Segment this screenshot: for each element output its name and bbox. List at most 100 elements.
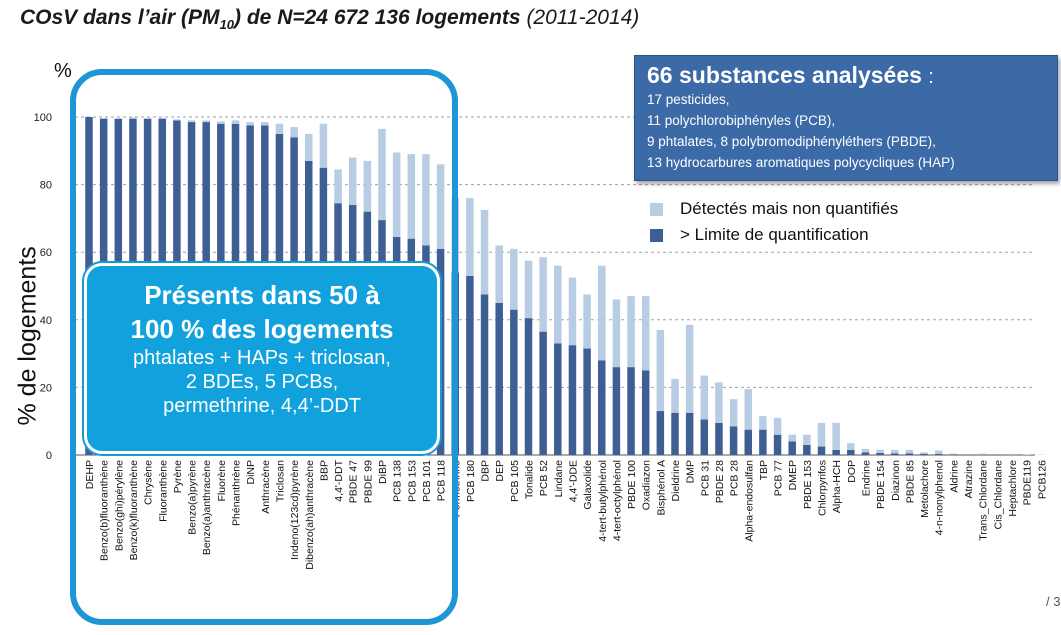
bar-detected [759, 416, 767, 430]
info-line: 11 polychlorobiphényles (PCB), [647, 113, 836, 128]
bar-detected [964, 453, 972, 455]
info-heading: 66 substances analysées : [647, 62, 1045, 89]
bar-detected [392, 152, 401, 237]
title-rest: ) de N=24 672 136 logements [234, 6, 521, 29]
y-tick-label: 40 [40, 315, 52, 327]
bar-quantified [847, 449, 855, 455]
bar-detected [729, 399, 738, 427]
bar-quantified [832, 449, 840, 455]
bar-detected [158, 118, 166, 119]
x-tick-label: PBDE 85 [904, 460, 916, 503]
bar-detected [187, 120, 196, 123]
bar-detected [949, 453, 958, 455]
x-tick-label: DEP [494, 460, 506, 482]
x-tick-label: Metolachore [919, 460, 931, 518]
x-tick-label: TBP [758, 460, 770, 480]
bar-detected [891, 449, 899, 454]
x-tick-label: Alpha-endosulfan [743, 460, 755, 542]
x-tick-label: 4,4'-DDE [567, 460, 579, 502]
bar-quantified [627, 367, 635, 455]
bar-quantified [598, 360, 606, 455]
x-tick-label: PBDE 99 [362, 460, 374, 503]
bar-quantified [656, 411, 665, 455]
y-axis-label: % de logements [13, 246, 42, 426]
y-tick-label: 100 [34, 112, 52, 124]
x-tick-label: Benzo(k)fluoranthène [128, 460, 140, 561]
x-tick-label: Dibenzo(ah)anthracène [304, 460, 316, 570]
bar-detected [685, 324, 694, 413]
bar-detected [832, 422, 840, 450]
bar-quantified [480, 294, 489, 455]
x-tick-label: DOP [846, 460, 858, 483]
legend: Détectés mais non quantifiés > Limite de… [650, 196, 898, 248]
bar-quantified [495, 302, 503, 455]
bar-quantified [759, 429, 767, 455]
bar-quantified [671, 412, 679, 455]
bar-detected [510, 248, 518, 310]
bar-detected [656, 329, 665, 412]
x-tick-label: Cis_Chlordane [992, 460, 1004, 530]
x-tick-label: PCB 101 [421, 460, 433, 502]
x-tick-label: DMP [685, 460, 697, 483]
x-tick-label: Tonalide [524, 460, 536, 499]
bar-detected [480, 209, 489, 295]
bar-detected [817, 422, 826, 447]
page-number: / 3 [1046, 594, 1061, 609]
info-line: 13 hydrocarbures aromatiques polycycliqu… [647, 155, 955, 170]
bar-quantified [891, 453, 899, 455]
x-tick-label: Diazinon [890, 460, 902, 501]
x-tick-label: PBDE 47 [348, 460, 360, 503]
x-tick-label: Heptachlore [1007, 460, 1019, 517]
bar-detected [231, 120, 240, 124]
bar-detected [202, 120, 210, 123]
bar-detected [934, 450, 943, 454]
x-tick-label: PCB 138 [392, 460, 404, 502]
bar-quantified [700, 419, 709, 455]
x-tick-label: Atrazine [963, 460, 975, 499]
bar-quantified [436, 248, 445, 455]
x-tick-label: Lindane [553, 460, 565, 498]
bar-detected [876, 449, 884, 453]
bar-detected [847, 443, 855, 450]
title-subscript: 10 [219, 17, 235, 33]
title-main: COsV dans l’air (PM [20, 6, 220, 29]
bar-detected [319, 123, 328, 168]
y-tick-label: 20 [40, 382, 52, 394]
bar-detected [246, 122, 254, 126]
legend-item-detected: Détectés mais non quantifiés [650, 196, 898, 222]
x-tick-label: DiBP [377, 460, 389, 484]
y-tick-label: 80 [40, 180, 52, 192]
bar-detected [217, 121, 225, 124]
bar-quantified [803, 444, 811, 455]
bar-detected [261, 122, 269, 126]
bar-detected [803, 434, 811, 445]
bar-detected [612, 299, 621, 368]
x-tick-label: Trans_Chlordane [978, 460, 990, 541]
bar-detected [422, 154, 430, 246]
x-tick-label: Indeno(123cd)pyrène [289, 460, 301, 560]
bar-detected [715, 382, 723, 423]
legend-label-detected: Détectés mais non quantifiés [680, 199, 899, 218]
bar-quantified [934, 453, 943, 455]
bar-detected [583, 294, 591, 349]
x-tick-label: Fluorène [216, 460, 228, 502]
x-tick-label: Chlorpyrifos [817, 460, 829, 516]
x-tick-label: Triclosan [274, 460, 286, 502]
bar-quantified [539, 331, 547, 455]
info-heading-colon: : [928, 66, 934, 88]
bar-quantified [568, 345, 577, 455]
bar-detected [627, 296, 635, 368]
bar-quantified [773, 434, 782, 455]
bar-detected [173, 119, 181, 121]
bar-quantified [949, 454, 958, 455]
x-tick-label: 4-tert-octylphénol [611, 460, 623, 541]
x-tick-label: PBDE 153 [802, 460, 814, 509]
x-tick-label: PBDE 100 [626, 460, 638, 509]
bar-detected [671, 378, 679, 413]
x-tick-label: PCB126 [1036, 460, 1048, 499]
bar-detected [290, 127, 298, 138]
x-tick-label: DMEP [787, 460, 799, 490]
x-tick-label: PCB 31 [699, 460, 711, 496]
bar-quantified [685, 412, 694, 455]
x-tick-label: PCB 77 [773, 460, 785, 496]
